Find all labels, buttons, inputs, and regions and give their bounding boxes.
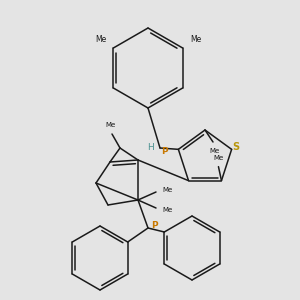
Text: S: S — [232, 142, 239, 152]
Text: Me: Me — [210, 148, 220, 154]
Text: Me: Me — [190, 35, 201, 44]
Text: Me: Me — [162, 187, 172, 193]
Text: P: P — [161, 146, 167, 155]
Text: H: H — [147, 143, 153, 152]
Text: Me: Me — [213, 155, 224, 161]
Text: Me: Me — [96, 35, 107, 44]
Text: P: P — [151, 221, 157, 230]
Text: Me: Me — [162, 207, 172, 213]
Text: Me: Me — [105, 122, 115, 128]
